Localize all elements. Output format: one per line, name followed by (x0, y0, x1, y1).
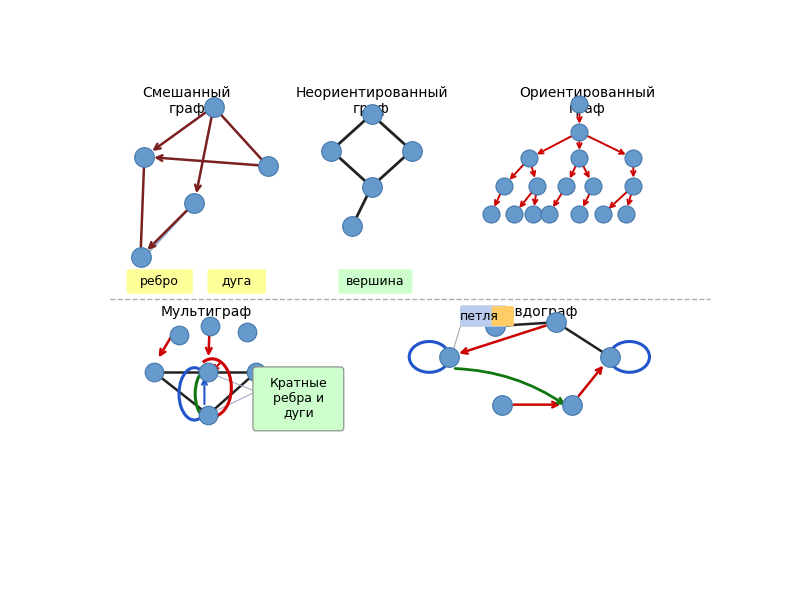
Text: Смешанный
граф: Смешанный граф (142, 86, 231, 116)
FancyBboxPatch shape (460, 305, 507, 327)
Point (498, 181, 510, 191)
Text: петля: петля (460, 310, 498, 323)
Text: Мультиграф: Мультиграф (160, 305, 251, 319)
Text: Псевдограф: Псевдограф (489, 305, 578, 319)
Point (587, 181, 600, 191)
Point (138, 152, 150, 161)
FancyBboxPatch shape (338, 269, 412, 294)
Point (527, 209, 540, 219)
Point (523, 154, 536, 163)
FancyBboxPatch shape (207, 269, 266, 294)
Text: вершина: вершина (346, 275, 405, 288)
Point (560, 181, 573, 191)
Point (148, 367, 161, 377)
Point (365, 110, 378, 119)
Point (530, 181, 543, 191)
Point (202, 367, 214, 377)
Text: ребро: ребро (140, 275, 179, 288)
FancyBboxPatch shape (492, 306, 514, 326)
Point (202, 410, 214, 419)
Point (496, 400, 509, 409)
Point (405, 146, 418, 155)
Point (240, 328, 253, 337)
Point (488, 322, 501, 331)
Point (173, 331, 186, 340)
Point (619, 209, 632, 219)
Point (134, 252, 147, 262)
Point (573, 209, 586, 219)
Point (346, 221, 358, 231)
Point (365, 182, 378, 191)
Point (203, 322, 216, 331)
FancyBboxPatch shape (253, 367, 344, 431)
Point (261, 161, 274, 171)
Point (207, 102, 220, 112)
Text: дуга: дуга (222, 275, 252, 288)
Point (550, 317, 562, 327)
Point (507, 209, 520, 219)
Point (604, 352, 617, 362)
Point (573, 154, 586, 163)
Point (596, 209, 609, 219)
Point (627, 154, 640, 163)
Point (250, 367, 262, 377)
Point (542, 209, 555, 219)
Point (573, 127, 586, 137)
Text: Ориентированный
граф: Ориентированный граф (519, 86, 655, 116)
Text: Неориентированный
граф: Неориентированный граф (295, 86, 448, 116)
FancyBboxPatch shape (126, 269, 193, 294)
Text: Кратные
ребра и
дуги: Кратные ребра и дуги (270, 377, 327, 420)
Point (325, 146, 338, 155)
Point (573, 100, 586, 109)
Point (627, 181, 640, 191)
Point (442, 352, 455, 362)
Point (566, 400, 578, 409)
Point (485, 209, 498, 219)
Point (188, 198, 201, 208)
